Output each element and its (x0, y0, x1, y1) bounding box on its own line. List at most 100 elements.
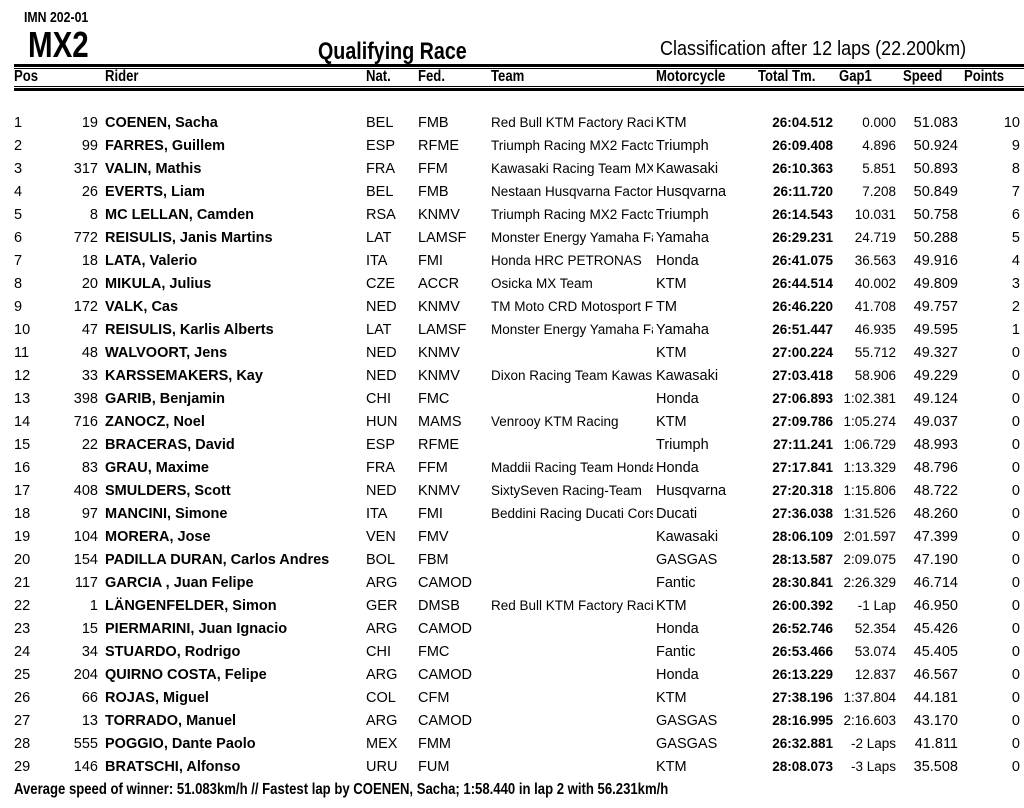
gap: 2:01.597 (843, 529, 896, 544)
position: 12 (14, 368, 31, 384)
motorcycle: Fantic (656, 644, 696, 660)
col-gap: Gap1 (839, 68, 872, 85)
table-row: 21 117 GARCIA , Juan Felipe ARG CAMOD Fantic 2… (0, 575, 1024, 598)
col-nat: Nat. (366, 68, 391, 85)
gap: 40.002 (854, 276, 896, 291)
position: 14 (14, 414, 31, 430)
gap: -3 Laps (850, 759, 896, 774)
rider-number: 26 (81, 184, 98, 200)
nationality: URU (366, 759, 398, 775)
position: 19 (14, 529, 31, 545)
team-name: Venrooy KTM Racing (491, 414, 619, 429)
motorcycle: Honda (656, 621, 699, 637)
page-title: Qualifying Race (318, 38, 467, 65)
rider-number: 104 (73, 529, 98, 545)
speed: 45.426 (913, 621, 958, 637)
rider-name: KARSSEMAKERS, Kay (105, 368, 263, 384)
table-row: 13 398 GARIB, Benjamin CHI FMC Honda 27:06.893… (0, 391, 1024, 414)
nationality: ARG (366, 575, 398, 591)
points: 0 (1011, 759, 1020, 775)
rider-name: GARCIA , Juan Felipe (105, 575, 254, 591)
rider-name: SMULDERS, Scott (105, 483, 231, 499)
rider-number: 1 (89, 598, 98, 614)
team-name: Osicka MX Team (491, 276, 593, 291)
total-time: 26:11.720 (772, 184, 833, 199)
rider-number: 408 (73, 483, 98, 499)
rider-name: FARRES, Guillem (105, 138, 226, 154)
points: 0 (1011, 736, 1020, 752)
position: 20 (14, 552, 31, 568)
table-row: 17 408 SMULDERS, Scott NED KNMV SixtySeven Ra… (0, 483, 1024, 506)
team-name: Monster Energy Yamaha Fa (491, 322, 653, 337)
gap: 1:06.729 (843, 437, 896, 452)
federation: KNMV (418, 299, 460, 315)
total-time: 28:13.587 (772, 552, 833, 567)
gap: 10.031 (854, 207, 896, 222)
table-row: 4 26 EVERTS, Liam BEL FMB Nestaan Husqvarna F… (0, 184, 1024, 207)
motorcycle: Yamaha (656, 322, 709, 338)
speed: 50.924 (913, 138, 958, 154)
total-time: 28:16.995 (772, 713, 833, 728)
speed: 49.229 (913, 368, 958, 384)
nationality: CHI (366, 391, 391, 407)
rider-name: PADILLA DURAN, Carlos Andres (105, 552, 330, 568)
gap: 1:05.274 (843, 414, 896, 429)
rider-name: LATA, Valerio (105, 253, 198, 269)
nationality: COL (366, 690, 396, 706)
federation: FBM (418, 552, 449, 568)
points: 0 (1011, 575, 1020, 591)
federation: LAMSF (418, 230, 467, 246)
motorcycle: Kawasaki (656, 368, 719, 384)
table-row: 14 716 ZANOCZ, Noel HUN MAMS Venrooy KTM Raci… (0, 414, 1024, 437)
total-time: 26:44.514 (772, 276, 833, 291)
speed: 46.950 (913, 598, 958, 614)
nationality: CZE (366, 276, 395, 292)
motorcycle: TM (656, 299, 677, 315)
motorcycle: Fantic (656, 575, 696, 591)
table-row: 15 22 BRACERAS, David ESP RFME Triumph 27:11.2… (0, 437, 1024, 460)
nationality: NED (366, 299, 397, 315)
motorcycle: Honda (656, 667, 699, 683)
nationality: ARG (366, 621, 398, 637)
gap: 58.906 (854, 368, 896, 383)
total-time: 28:06.109 (772, 529, 833, 544)
rider-number: 83 (81, 460, 98, 476)
motorcycle: Yamaha (656, 230, 709, 246)
nationality: ITA (366, 253, 388, 269)
points: 0 (1011, 483, 1020, 499)
federation: ACCR (418, 276, 460, 292)
rider-number: 33 (81, 368, 98, 384)
rider-name: MORERA, Jose (105, 529, 211, 545)
rider-name: MANCINI, Simone (105, 506, 228, 522)
nationality: MEX (366, 736, 398, 752)
team-name: Kawasaki Racing Team MX (491, 161, 653, 176)
federation: RFME (418, 437, 460, 453)
position: 9 (14, 299, 23, 315)
federation: FMB (418, 115, 449, 131)
team-name: SixtySeven Racing-Team (491, 483, 642, 498)
speed: 50.288 (913, 230, 958, 246)
event-code: IMN 202-01 (24, 9, 89, 26)
gap: 1:02.381 (843, 391, 896, 406)
federation: FMI (418, 506, 443, 522)
speed: 50.893 (913, 161, 958, 177)
rider-name: LÄNGENFELDER, Simon (105, 598, 277, 614)
rider-number: 117 (74, 575, 98, 591)
nationality: BOL (366, 552, 396, 568)
position: 27 (14, 713, 31, 729)
federation: FMM (418, 736, 452, 752)
nationality: ESP (366, 437, 396, 453)
col-fed: Fed. (418, 68, 445, 85)
points: 0 (1011, 391, 1020, 407)
points: 4 (1011, 253, 1020, 269)
team-name: Triumph Racing MX2 Facto (491, 138, 653, 153)
rider-number: 317 (73, 161, 98, 177)
position: 22 (14, 598, 31, 614)
total-time: 27:38.196 (772, 690, 833, 705)
federation: FUM (418, 759, 450, 775)
rider-name: EVERTS, Liam (105, 184, 205, 200)
federation: KNMV (418, 368, 460, 384)
position: 8 (14, 276, 23, 292)
position: 24 (14, 644, 31, 660)
gap: 2:16.603 (843, 713, 896, 728)
